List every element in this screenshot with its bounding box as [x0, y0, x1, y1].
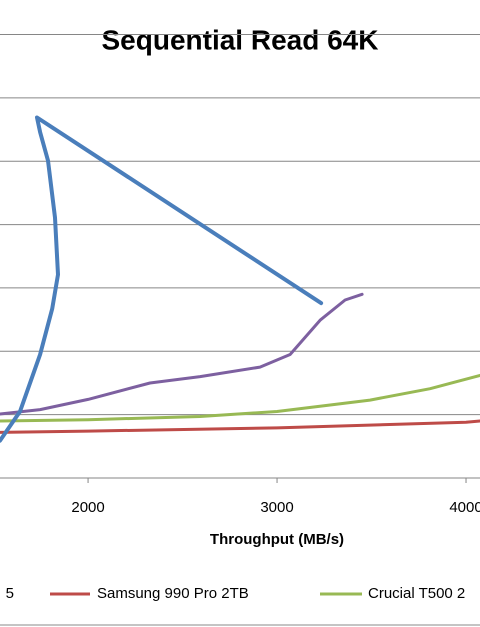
x-tick-label: 3000	[260, 499, 293, 516]
series-line	[0, 115, 324, 443]
chart-title: Sequential Read 64K	[102, 24, 379, 55]
x-tick-label: 4000	[449, 499, 480, 516]
series-line	[0, 419, 480, 434]
legend-label: Samsung 990 Pro 2TB	[97, 585, 249, 602]
x-tick-label: 2000	[71, 499, 104, 516]
series-line	[0, 292, 364, 416]
series-line	[0, 373, 480, 423]
legend-label: 5	[6, 585, 14, 602]
legend-label: Crucial T500 2	[368, 585, 465, 602]
x-axis-label: Throughput (MB/s)	[210, 531, 344, 548]
